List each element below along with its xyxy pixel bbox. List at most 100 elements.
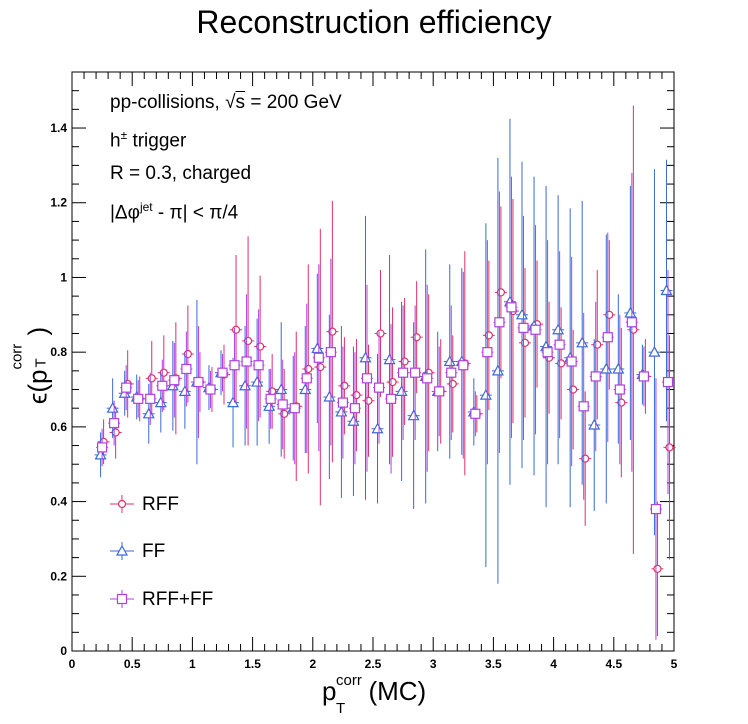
chart-title: Reconstruction efficiency — [196, 4, 552, 40]
annotation-trigger-sup: ± — [120, 128, 128, 142]
y-tick-label: 0.8 — [50, 345, 67, 359]
data-point — [600, 362, 613, 374]
annotation-delta-phi-sup: jet — [139, 200, 153, 214]
data-point — [593, 340, 602, 349]
annotation-delta-phi: |Δφjet - π| < π/4 — [110, 200, 238, 224]
x-axis-label: p corr T (MC) — [322, 672, 426, 717]
x-tick-label: 1.5 — [244, 657, 261, 671]
annotation-trigger-base: h — [110, 130, 121, 152]
data-point — [299, 383, 312, 395]
data-point — [398, 367, 409, 378]
data-point — [193, 376, 204, 388]
annotation-trigger: h± trigger — [110, 128, 186, 152]
data-point — [448, 379, 457, 389]
data-point — [650, 503, 662, 515]
data-point — [581, 454, 590, 463]
data-point — [289, 403, 300, 414]
annotation-sqrt-s: s — [235, 92, 246, 113]
data-point — [337, 397, 348, 408]
data-point — [316, 363, 325, 372]
data-point — [323, 390, 336, 402]
data-point — [458, 360, 469, 371]
data-point — [410, 367, 421, 378]
data-point — [638, 371, 650, 382]
data-point — [385, 393, 397, 404]
data-point — [154, 396, 167, 408]
data-point — [118, 387, 131, 398]
y-axis-label-suffix: ) — [22, 326, 53, 336]
data-point — [301, 373, 312, 384]
data-point — [183, 349, 192, 359]
data-point — [470, 408, 481, 419]
data-point — [265, 393, 276, 404]
data-point — [446, 367, 457, 378]
data-point — [557, 359, 566, 368]
data-point — [340, 381, 349, 390]
data-point — [665, 443, 674, 452]
axes-layer: 0 0.5 1 1.5 2 2.5 3 3.5 4 4.5 5 0 0.2 0.4 0.6 0.8 1 1.2 1.… — [50, 71, 678, 671]
legend-label-rff: RFF — [142, 494, 179, 515]
data-point — [231, 325, 241, 334]
annotation-collisions: pp-collisions, √s = 200 GeV — [110, 92, 342, 113]
data-point — [109, 418, 120, 429]
data-point — [159, 368, 168, 377]
y-axis-label-base: ϵ(p — [22, 369, 53, 405]
data-point — [624, 306, 637, 318]
data-point — [311, 342, 324, 354]
data-point — [542, 347, 553, 358]
data-point — [96, 442, 108, 453]
y-tick-label: 0 — [60, 644, 67, 658]
y-axis-label-sub: T — [32, 358, 50, 368]
x-tick-label: 3.5 — [485, 657, 502, 671]
data-point — [361, 373, 373, 384]
data-point — [422, 373, 433, 384]
legend-marker — [117, 499, 127, 509]
series-triangle — [94, 118, 673, 584]
x-axis-label-base: p — [322, 676, 337, 706]
data-point — [482, 347, 493, 358]
data-point — [617, 398, 626, 407]
data-point — [277, 399, 288, 410]
data-point — [121, 382, 132, 393]
data-point — [166, 379, 179, 391]
annotation-delta-phi-prefix: |Δφ — [110, 202, 140, 224]
y-tick-label: 0.6 — [50, 420, 67, 434]
data-point — [145, 393, 156, 404]
data-point — [494, 317, 505, 328]
data-point — [111, 428, 120, 437]
data-point — [660, 284, 673, 296]
data-point — [376, 329, 385, 338]
data-point — [256, 342, 265, 351]
data-point — [590, 371, 601, 382]
data-point — [388, 377, 397, 387]
annotation-energy: = 200 GeV — [245, 92, 342, 113]
data-point — [578, 401, 589, 412]
data-point — [614, 384, 625, 395]
data-point — [227, 396, 240, 408]
data-point — [275, 383, 288, 395]
x-tick-label: 4 — [550, 657, 557, 671]
data-point — [241, 356, 252, 367]
x-tick-label: 3 — [430, 657, 437, 671]
data-point — [576, 336, 589, 348]
legend-label-rff-ff: RFF+FF — [142, 589, 214, 610]
annotation-radius: R = 0.3, charged — [110, 163, 252, 184]
x-tick-label: 5 — [671, 657, 678, 671]
data-point — [612, 362, 625, 374]
data-point — [217, 367, 228, 378]
data-point — [364, 396, 373, 405]
data-point — [94, 448, 107, 460]
data-point — [243, 336, 253, 346]
y-tick-label: 0.4 — [50, 495, 67, 509]
legend-marker — [115, 544, 129, 556]
data-point — [313, 352, 324, 363]
y-tick-label: 1 — [60, 270, 67, 284]
data-point — [325, 347, 336, 358]
x-axis-label-sup: corr — [336, 672, 362, 689]
data-point — [648, 345, 661, 357]
x-tick-label: 4.5 — [605, 657, 622, 671]
data-point — [496, 288, 506, 297]
x-tick-label: 1 — [189, 657, 196, 671]
